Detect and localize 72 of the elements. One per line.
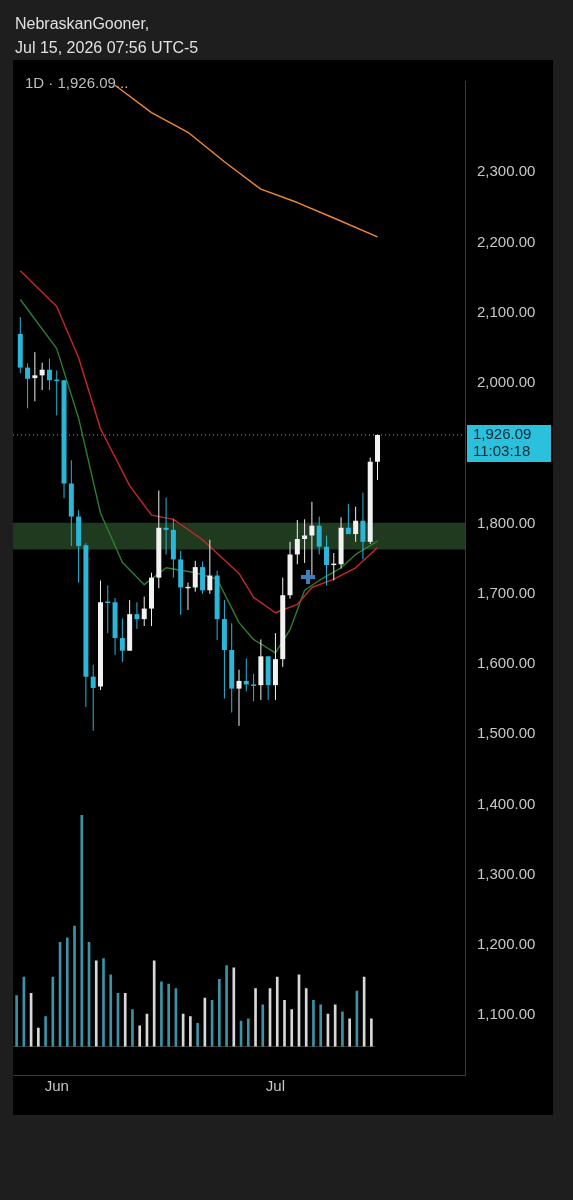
bar [232,967,236,1047]
text: NebraskanGooner, [15,14,151,34]
bar [51,976,55,1047]
bar [304,988,308,1047]
bar [160,981,163,1047]
candlestick [345,503,351,535]
candlestick [192,560,198,593]
y-tick-label: 2,100.00 [477,302,536,320]
y-tick-label: 2,000.00 [477,373,536,391]
bar [319,1004,323,1047]
ref-line-label: 1,926.09 11:03:18 [473,425,532,460]
bar [15,995,18,1047]
bar [312,999,315,1047]
candlestick [163,497,169,555]
candlestick [32,351,38,402]
bar [218,979,221,1047]
candlestick [294,519,300,565]
candlestick [141,596,147,627]
bar [167,983,170,1047]
y-tick-label: 1,700.00 [477,583,536,601]
x-tick-label: Jul [265,1077,286,1095]
candlestick [323,535,329,586]
candlestick [309,501,315,577]
y-tick-label: 2,200.00 [477,232,536,250]
y-tick-label: 1,300.00 [477,864,536,882]
text: Jul 15, 2026 07:56 UTC-5 [15,38,199,58]
y-tick-label: 1,200.00 [477,935,536,953]
bar [73,925,76,1047]
bar [196,1023,199,1047]
bar [225,965,228,1047]
bar [44,1016,47,1047]
bar [275,976,279,1047]
candlestick [316,516,322,555]
bar [152,960,156,1047]
candlestick [134,601,140,630]
bar [283,999,286,1047]
candlestick [119,617,125,663]
candlestick [353,506,359,543]
candlestick [90,664,96,732]
bar [80,815,84,1047]
bar [102,958,105,1047]
chart-title: 1D · 1,926.09... [25,74,129,91]
bar [261,1004,265,1047]
candlestick [25,362,31,409]
bar [333,1004,337,1047]
bar [348,1018,351,1047]
y-tick-label: 1,400.00 [477,794,536,812]
y-tick-label: 1,500.00 [477,724,536,742]
candlestick [207,539,213,595]
candlestick [251,673,257,702]
candlestick [200,560,206,595]
bar [138,1025,142,1047]
bar [254,988,257,1047]
bar [290,1009,294,1047]
y-tick-label: 1,100.00 [477,1005,536,1023]
y-tick-label: 2,300.00 [477,162,536,180]
candlestick [236,669,242,727]
bar [123,993,127,1047]
bar [37,1027,40,1047]
bar [341,1011,344,1047]
candlestick [360,492,366,560]
bar [246,1018,250,1047]
x-tick-label: Jun [44,1077,69,1095]
bar [94,960,98,1047]
y-tick-label: 1,600.00 [477,654,536,672]
bar [189,1016,192,1047]
y-tick-label: 1,800.00 [477,513,536,531]
bar [65,937,69,1047]
bar [109,974,113,1047]
bar [131,1009,134,1047]
bar [370,1018,373,1047]
candlestick [46,357,52,391]
